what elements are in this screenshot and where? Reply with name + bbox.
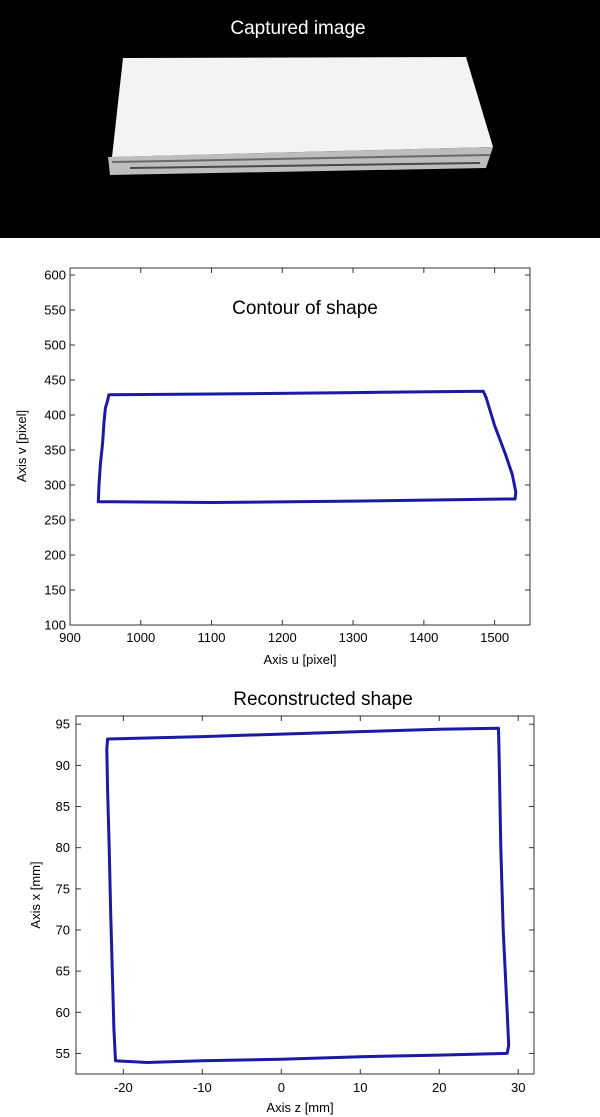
contour-plot-area — [69, 267, 531, 626]
reconstructed-y-tick-label: 80 — [56, 840, 70, 855]
photo-object-front-face — [108, 147, 493, 175]
contour-y-tick-label: 250 — [44, 513, 66, 528]
reconstructed-y-tick-label: 95 — [56, 717, 70, 732]
reconstructed-y-tick-label: 90 — [56, 758, 70, 773]
reconstructed-x-tick-label: 30 — [511, 1080, 525, 1095]
reconstructed-x-tick-label: 10 — [353, 1080, 367, 1095]
contour-x-tick-label: 1300 — [339, 630, 368, 645]
contour-y-tick-label: 150 — [44, 583, 66, 598]
reconstructed-series-line — [105, 726, 511, 1064]
reconstructed-x-tick-label: 20 — [432, 1080, 446, 1095]
contour-y-tick-label: 500 — [44, 338, 66, 353]
reconstructed-y-tick-label: 70 — [56, 922, 70, 937]
contour-y-tick-label: 600 — [44, 268, 66, 283]
contour-y-tick-label: 450 — [44, 373, 66, 388]
contour-chart-title: Contour of shape — [232, 298, 378, 319]
contour-x-tick-label: 1400 — [409, 630, 438, 645]
contour-y-tick-label: 300 — [44, 478, 66, 493]
contour-ticks — [69, 268, 530, 626]
reconstructed-x-axis-label: Axis z [mm] — [266, 1100, 333, 1115]
contour-x-tick-label: 900 — [59, 630, 81, 645]
contour-chart: 900 1000 1100 1200 1300 1400 1500 100 150 200 250 3… — [14, 267, 531, 667]
reconstructed-plot-area — [75, 715, 535, 1075]
photo-object-edge — [111, 154, 491, 163]
reconstructed-ticks — [76, 716, 534, 1074]
reconstructed-x-tick-label: 0 — [278, 1080, 285, 1095]
photo-object-edge-dark — [129, 162, 481, 169]
reconstructed-chart: Reconstructed shape -20 -10 0 10 20 30 55 60 65 7… — [28, 689, 535, 1115]
contour-y-tick-label: 400 — [44, 408, 66, 423]
contour-x-tick-label: 1500 — [480, 630, 509, 645]
reconstructed-x-tick-label: -20 — [114, 1080, 133, 1095]
reconstructed-y-axis-label: Axis x [mm] — [28, 861, 43, 928]
contour-x-tick-label: 1000 — [126, 630, 155, 645]
reconstructed-y-tick-label: 85 — [56, 799, 70, 814]
reconstructed-chart-title: Reconstructed shape — [233, 689, 413, 710]
reconstructed-y-tick-label: 75 — [56, 881, 70, 896]
contour-x-axis-label: Axis u [pixel] — [264, 652, 337, 667]
reconstructed-tick-labels: -20 -10 0 10 20 30 55 60 65 70 75 80 85 90 95 — [56, 717, 526, 1095]
reconstructed-y-tick-label: 55 — [56, 1046, 70, 1061]
contour-y-tick-label: 100 — [44, 618, 66, 633]
contour-y-tick-label: 350 — [44, 443, 66, 458]
photo-object-top-face — [112, 57, 493, 157]
reconstructed-y-tick-label: 60 — [56, 1005, 70, 1020]
contour-y-tick-label: 550 — [44, 303, 66, 318]
contour-y-tick-label: 200 — [44, 548, 66, 563]
contour-series-line — [96, 389, 518, 504]
reconstructed-x-tick-label: -10 — [193, 1080, 212, 1095]
captured-image-title: Captured image — [230, 18, 365, 39]
reconstructed-y-tick-label: 65 — [56, 964, 70, 979]
contour-x-tick-label: 1200 — [268, 630, 297, 645]
contour-x-tick-label: 1100 — [198, 630, 226, 645]
captured-image-photo: Captured image — [0, 0, 600, 238]
contour-y-axis-label: Axis v [pixel] — [14, 410, 29, 482]
contour-tick-labels: 900 1000 1100 1200 1300 1400 1500 100 150 200 250 3… — [44, 268, 509, 646]
